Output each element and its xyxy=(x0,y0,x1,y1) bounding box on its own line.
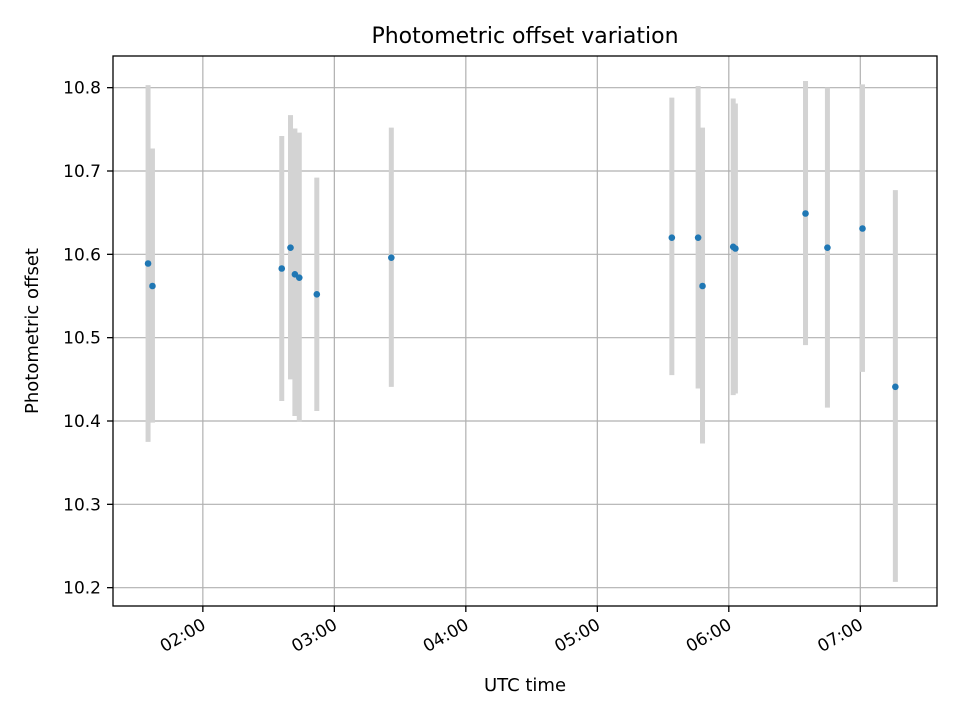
y-tick-label: 10.2 xyxy=(63,579,101,599)
data-point xyxy=(859,225,866,232)
data-point xyxy=(144,260,152,267)
x-axis-label: UTC time xyxy=(484,675,566,696)
y-tick-label: 10.7 xyxy=(63,162,101,182)
data-point xyxy=(388,254,395,261)
y-tick-label: 10.4 xyxy=(63,412,101,432)
y-tick-label: 10.8 xyxy=(63,79,101,99)
data-point xyxy=(824,244,831,251)
data-point xyxy=(802,210,809,217)
data-point xyxy=(699,282,706,290)
chart-title: Photometric offset variation xyxy=(371,24,678,49)
data-point xyxy=(295,274,303,281)
y-axis-label: Photometric offset xyxy=(22,248,43,414)
data-point xyxy=(668,234,676,241)
y-tick-label: 10.5 xyxy=(63,329,101,349)
data-point xyxy=(313,291,321,298)
y-axis: 10.2 10.3 10.4 10.5 10.6 10.7 10.8 xyxy=(63,79,113,599)
data-points xyxy=(144,210,899,391)
data-point xyxy=(892,383,899,391)
data-point xyxy=(149,282,156,290)
data-point xyxy=(278,265,286,272)
data-point xyxy=(732,245,739,252)
y-tick-label: 10.3 xyxy=(63,495,101,515)
data-point xyxy=(287,244,294,251)
y-tick-label: 10.6 xyxy=(63,245,101,265)
plot-frame xyxy=(112,55,938,607)
data-point xyxy=(694,234,702,241)
